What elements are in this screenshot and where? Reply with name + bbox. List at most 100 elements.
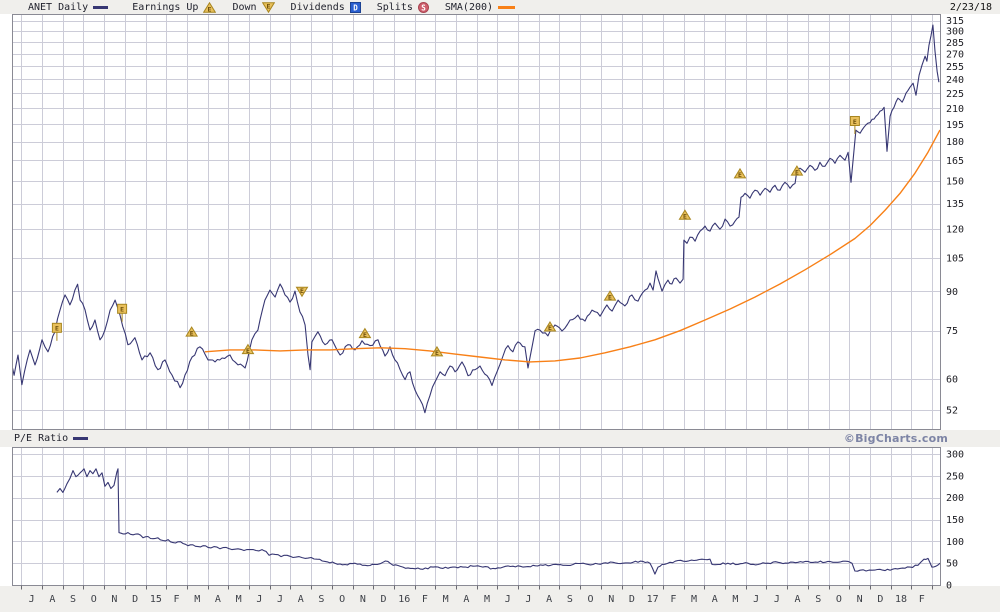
svg-text:N: N bbox=[360, 594, 366, 605]
svg-text:E: E bbox=[120, 306, 124, 314]
svg-text:300: 300 bbox=[946, 450, 964, 461]
svg-text:A: A bbox=[298, 594, 304, 605]
svg-text:O: O bbox=[91, 594, 97, 605]
legend-symbol: ANET Daily bbox=[28, 1, 109, 13]
month-labels: J A S O N D 15 F M A M J J A S O N D 16 F M A M J J A S O N D 17 F M A M J J… bbox=[29, 594, 925, 605]
svg-text:J: J bbox=[525, 594, 531, 605]
svg-text:135: 135 bbox=[946, 199, 964, 210]
svg-text:D: D bbox=[353, 3, 358, 12]
split-icon: S bbox=[417, 1, 429, 13]
price-grid bbox=[12, 15, 941, 429]
svg-text:75: 75 bbox=[946, 326, 958, 337]
svg-text:E: E bbox=[363, 331, 367, 339]
svg-text:255: 255 bbox=[946, 62, 964, 73]
svg-text:A: A bbox=[795, 594, 801, 605]
svg-text:16: 16 bbox=[398, 594, 410, 605]
svg-text:18: 18 bbox=[895, 594, 907, 605]
legend-sma: SMA(200) bbox=[445, 2, 516, 13]
svg-text:O: O bbox=[836, 594, 842, 605]
month-axis-band bbox=[0, 586, 1000, 612]
earnings-down-label: Down bbox=[232, 1, 257, 13]
bigcharts-watermark: ©BigCharts.com bbox=[843, 432, 948, 445]
pe-series-group bbox=[56, 468, 940, 575]
svg-text:300: 300 bbox=[946, 27, 964, 38]
pe-axis-labels: 300 250 200 150 100 50 0 bbox=[946, 450, 964, 592]
svg-text:D: D bbox=[877, 594, 883, 605]
svg-text:N: N bbox=[857, 594, 863, 605]
svg-text:315: 315 bbox=[946, 16, 964, 27]
svg-text:M: M bbox=[236, 594, 242, 605]
svg-text:S: S bbox=[567, 594, 573, 605]
svg-text:S: S bbox=[815, 594, 821, 605]
svg-text:J: J bbox=[753, 594, 759, 605]
svg-text:90: 90 bbox=[946, 287, 958, 298]
svg-text:J: J bbox=[505, 594, 511, 605]
month-ticks bbox=[21, 585, 933, 590]
sma-line bbox=[204, 129, 940, 363]
svg-text:O: O bbox=[339, 594, 345, 605]
svg-text:E: E bbox=[608, 293, 612, 301]
svg-text:N: N bbox=[111, 594, 117, 605]
legend-earnings-up: Earnings Up E bbox=[132, 1, 217, 13]
svg-text:E: E bbox=[548, 324, 552, 332]
pe-ratio-label: P/E Ratio bbox=[14, 433, 69, 444]
svg-text:120: 120 bbox=[946, 225, 964, 236]
svg-text:J: J bbox=[277, 594, 283, 605]
svg-text:60: 60 bbox=[946, 374, 958, 385]
svg-text:S: S bbox=[421, 3, 426, 12]
price-series-group bbox=[13, 24, 940, 414]
svg-text:E: E bbox=[853, 118, 857, 126]
svg-text:S: S bbox=[318, 594, 324, 605]
svg-text:A: A bbox=[49, 594, 55, 605]
svg-text:M: M bbox=[691, 594, 697, 605]
svg-text:210: 210 bbox=[946, 104, 964, 115]
svg-text:J: J bbox=[774, 594, 780, 605]
svg-text:F: F bbox=[919, 594, 925, 605]
price-line bbox=[13, 24, 940, 414]
svg-text:E: E bbox=[246, 347, 250, 355]
svg-text:17: 17 bbox=[647, 594, 659, 605]
earnings-up-icon: E bbox=[203, 1, 217, 13]
svg-text:E: E bbox=[435, 349, 439, 357]
dividend-icon: D bbox=[349, 1, 361, 13]
svg-text:E: E bbox=[266, 2, 270, 10]
svg-text:J: J bbox=[256, 594, 262, 605]
svg-text:E: E bbox=[190, 329, 194, 337]
svg-text:105: 105 bbox=[946, 254, 964, 265]
svg-text:D: D bbox=[629, 594, 635, 605]
svg-text:200: 200 bbox=[946, 493, 964, 504]
splits-label: Splits bbox=[376, 1, 413, 13]
svg-text:A: A bbox=[463, 594, 469, 605]
svg-text:J: J bbox=[29, 594, 35, 605]
symbol-label: ANET Daily bbox=[28, 1, 89, 13]
pe-line bbox=[56, 468, 940, 575]
svg-text:M: M bbox=[443, 594, 449, 605]
chart-date: 2/23/18 bbox=[949, 1, 992, 13]
earnings-up-label: Earnings Up bbox=[132, 1, 199, 13]
legend-splits: Splits S bbox=[376, 1, 429, 13]
svg-text:M: M bbox=[194, 594, 200, 605]
svg-text:15: 15 bbox=[150, 594, 162, 605]
sma-line-swatch-icon bbox=[498, 5, 516, 9]
legend-pe: P/E Ratio bbox=[14, 433, 89, 444]
svg-text:N: N bbox=[608, 594, 614, 605]
pe-line-swatch-icon bbox=[73, 437, 89, 440]
svg-text:E: E bbox=[208, 5, 212, 13]
svg-text:A: A bbox=[546, 594, 552, 605]
svg-text:O: O bbox=[588, 594, 594, 605]
svg-text:100: 100 bbox=[946, 537, 964, 548]
svg-text:E: E bbox=[683, 212, 687, 220]
earnings-down-icon: E bbox=[261, 1, 275, 13]
svg-text:50: 50 bbox=[946, 559, 958, 570]
svg-text:D: D bbox=[381, 594, 387, 605]
svg-text:F: F bbox=[670, 594, 676, 605]
legend-bar: ANET Daily Earnings Up E Down E Dividend… bbox=[0, 0, 1000, 14]
svg-text:D: D bbox=[132, 594, 138, 605]
svg-text:0: 0 bbox=[946, 581, 952, 592]
pe-grid bbox=[12, 448, 941, 585]
legend-dividends: Dividends D bbox=[291, 1, 361, 13]
svg-text:F: F bbox=[174, 594, 180, 605]
